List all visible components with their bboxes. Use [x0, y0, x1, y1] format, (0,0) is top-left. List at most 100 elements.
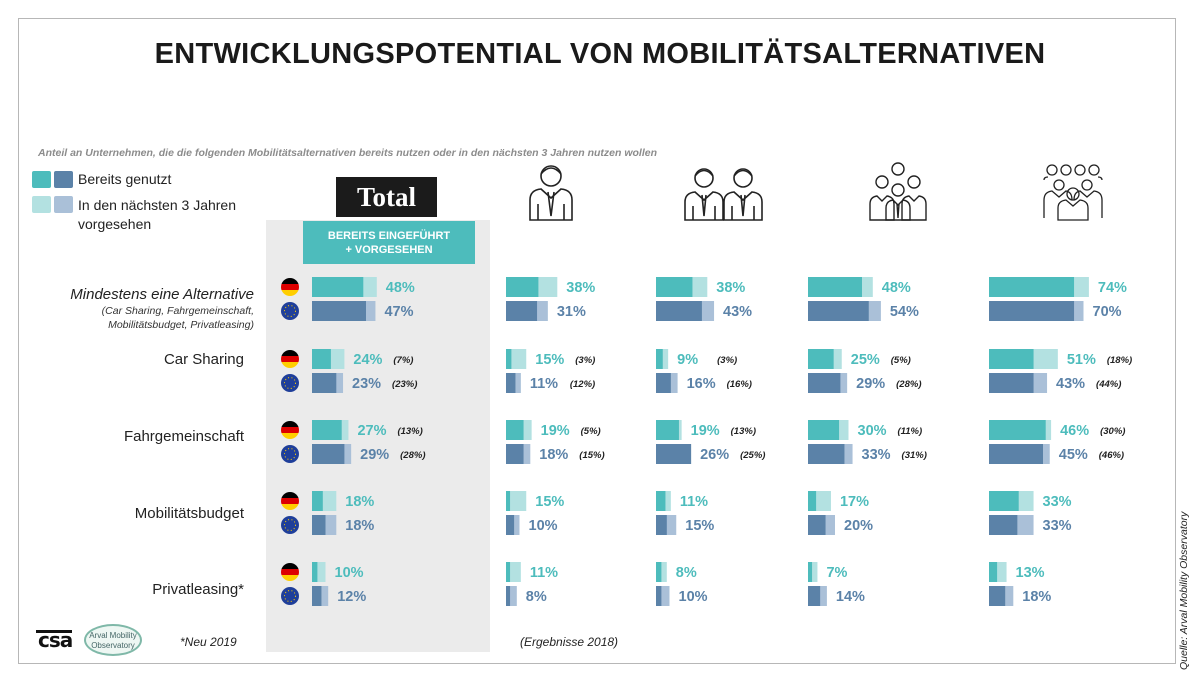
value-label: 43% — [1056, 376, 1085, 392]
paren-label: (13%) — [397, 426, 422, 437]
bar-used — [656, 444, 692, 464]
bar-used — [656, 420, 679, 440]
value-label: 38% — [716, 280, 745, 296]
eu-stars — [284, 519, 296, 531]
paren-label: (5%) — [891, 355, 911, 366]
value-label: 11% — [530, 376, 558, 392]
value-label: 16% — [687, 376, 716, 392]
bar-used — [656, 349, 663, 369]
value-label: 70% — [1093, 304, 1122, 320]
paren-label: (28%) — [400, 450, 425, 461]
value-label: 33% — [1043, 494, 1072, 510]
bar-planned — [808, 562, 818, 582]
bar-used — [656, 562, 662, 582]
value-label: 8% — [676, 565, 697, 581]
bar-used — [312, 301, 366, 321]
row-sub-label-line2: Mobilitätsbudget, Privatleasing) — [108, 319, 254, 331]
value-label: 30% — [858, 423, 887, 439]
arval-logo-line2: Observatory — [91, 641, 135, 650]
bar-used — [506, 277, 539, 297]
bar-used — [656, 301, 702, 321]
row-label-min-alternative: Mindestens eine Alternative — [70, 286, 254, 303]
arval-logo: Arval Mobility Observatory — [84, 624, 142, 656]
bar-used — [808, 420, 840, 440]
bar-used — [506, 491, 511, 511]
total-panel-background — [266, 220, 490, 652]
value-label: 18% — [1022, 589, 1051, 605]
bar-used — [312, 277, 364, 297]
eu-stars — [284, 377, 296, 389]
bar-used — [312, 491, 323, 511]
paren-label: (31%) — [902, 450, 927, 461]
value-label: 7% — [826, 565, 847, 581]
bar-used — [808, 562, 813, 582]
value-label: 46% — [1060, 423, 1089, 439]
bar-used — [312, 349, 331, 369]
bar-used — [312, 420, 342, 440]
bar-used — [506, 444, 524, 464]
bar-used — [808, 444, 845, 464]
paren-label: (23%) — [392, 379, 417, 390]
paren-label: (5%) — [581, 426, 601, 437]
paren-label: (30%) — [1100, 426, 1125, 437]
paren-label: (15%) — [579, 450, 604, 461]
value-label: 9% — [677, 352, 698, 368]
paren-label: (28%) — [896, 379, 921, 390]
eu-flag-icon — [281, 302, 299, 320]
de-flag-icon — [281, 492, 299, 510]
bar-used — [312, 562, 318, 582]
paren-label: (18%) — [1107, 355, 1132, 366]
paren-label: (11%) — [898, 426, 923, 437]
bar-used — [989, 373, 1034, 393]
row-label-mobilitaetsbudget: Mobilitätsbudget — [134, 505, 244, 522]
row-sub-label-line1: (Car Sharing, Fahrgemeinschaft, — [101, 305, 254, 317]
bar-used — [656, 277, 693, 297]
value-label: 10% — [529, 518, 558, 534]
eu-stars — [284, 305, 296, 317]
value-label: 38% — [566, 280, 595, 296]
bar-used — [989, 349, 1034, 369]
bar-used — [312, 515, 326, 535]
value-label: 31% — [557, 304, 586, 320]
legend-swatch-blue-planned — [54, 196, 73, 213]
paren-label: (44%) — [1096, 379, 1121, 390]
bar-used — [808, 373, 841, 393]
row-label-car-sharing: Car Sharing — [163, 351, 244, 368]
value-label: 19% — [691, 423, 720, 439]
value-label: 11% — [530, 565, 558, 581]
value-label: 20% — [844, 518, 873, 534]
de-flag-icon — [281, 563, 299, 581]
bar-used — [808, 277, 862, 297]
chart-subtitle: Anteil an Unternehmen, die die folgenden… — [38, 147, 658, 159]
bar-planned — [506, 586, 517, 606]
legend-swatch-teal-planned — [32, 196, 51, 213]
bar-used — [989, 420, 1046, 440]
value-label: 10% — [335, 565, 364, 581]
value-label: 10% — [679, 589, 708, 605]
bar-used — [989, 444, 1043, 464]
bar-used — [506, 373, 516, 393]
legend-used-label: Bereits genutzt — [78, 171, 172, 187]
value-label: 14% — [836, 589, 865, 605]
total-label: Total — [336, 177, 437, 217]
bar-used — [506, 562, 511, 582]
value-label: 15% — [535, 352, 564, 368]
paren-label: (3%) — [717, 355, 737, 366]
value-label: 13% — [1016, 565, 1045, 581]
bar-used — [506, 420, 524, 440]
value-label: 29% — [360, 447, 389, 463]
eu-stars — [284, 590, 296, 602]
arval-logo-line1: Arval Mobility — [89, 631, 137, 640]
bar-used — [506, 349, 512, 369]
introduced-planned-badge: BEREITS EINGEFÜHRT + VORGESEHEN — [303, 221, 475, 264]
value-label: 18% — [345, 518, 374, 534]
bar-used — [808, 301, 869, 321]
bar-used — [506, 301, 538, 321]
eu-flag-icon — [281, 445, 299, 463]
value-label: 12% — [337, 589, 366, 605]
value-label: 15% — [535, 494, 564, 510]
legend-swatch-blue-used — [54, 171, 73, 188]
bar-used — [506, 515, 515, 535]
bar-used — [656, 373, 671, 393]
